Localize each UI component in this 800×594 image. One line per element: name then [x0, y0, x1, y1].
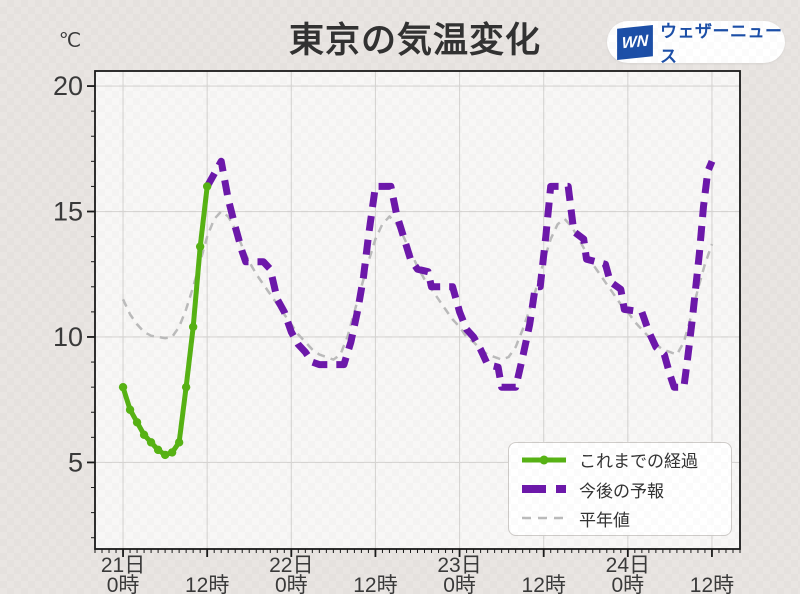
x-tick-day-label: 23日 [437, 554, 481, 577]
past-marker [153, 445, 163, 455]
past-marker [125, 405, 135, 414]
y-tick-label: 15 [53, 197, 83, 227]
x-tick-hour-label: 0時 [107, 574, 140, 594]
normal-line-sample [522, 517, 566, 520]
page-title: 東京の気温変化 [288, 21, 541, 60]
x-tick-hour-label: 0時 [611, 574, 644, 594]
past-marker [139, 430, 149, 440]
forecast-line-sample [522, 485, 566, 493]
past-marker [132, 418, 142, 427]
past-marker [181, 382, 191, 392]
past-marker [188, 322, 198, 332]
past-marker [118, 382, 128, 392]
past-marker [167, 448, 177, 457]
y-tick-label: 20 [53, 71, 83, 101]
x-tick-hour-label: 12時 [353, 574, 397, 594]
x-tick-hour-label: 12時 [522, 574, 566, 594]
weathernews-logo: WN ウェザーニュース [607, 21, 785, 66]
wn-logo-icon: WN [617, 24, 653, 60]
x-tick-hour-label: 12時 [185, 574, 229, 594]
legend-label-past: これまでの経過 [579, 452, 698, 472]
y-axis-unit-label: ℃ [58, 30, 82, 52]
past-marker [202, 182, 212, 191]
legend-item-normal: 平年値 [509, 506, 731, 531]
past-marker [146, 438, 156, 447]
legend-label-normal: 平年値 [579, 510, 630, 530]
x-tick-day-label: 24日 [606, 554, 650, 577]
x-tick-day-label: 21日 [101, 554, 145, 577]
x-tick-hour-label: 12時 [690, 574, 734, 594]
y-tick-label: 5 [68, 447, 83, 477]
past-marker [174, 438, 184, 447]
y-tick-label: 10 [53, 322, 83, 352]
legend-item-forecast: 今後の予報 [509, 477, 731, 502]
x-tick-hour-label: 0時 [443, 574, 476, 594]
chart-legend: これまでの経過 今後の予報 平年値 [508, 442, 732, 536]
past-marker [195, 242, 205, 251]
logo-text: ウェザーニュース [659, 22, 783, 66]
past-marker [160, 450, 170, 460]
legend-item-past: これまでの経過 [509, 447, 731, 472]
x-tick-hour-label: 0時 [275, 574, 308, 594]
x-tick-day-label: 22日 [269, 554, 313, 577]
forecast-line [204, 157, 716, 391]
legend-label-forecast: 今後の予報 [579, 481, 664, 501]
past-line-sample [522, 455, 566, 465]
